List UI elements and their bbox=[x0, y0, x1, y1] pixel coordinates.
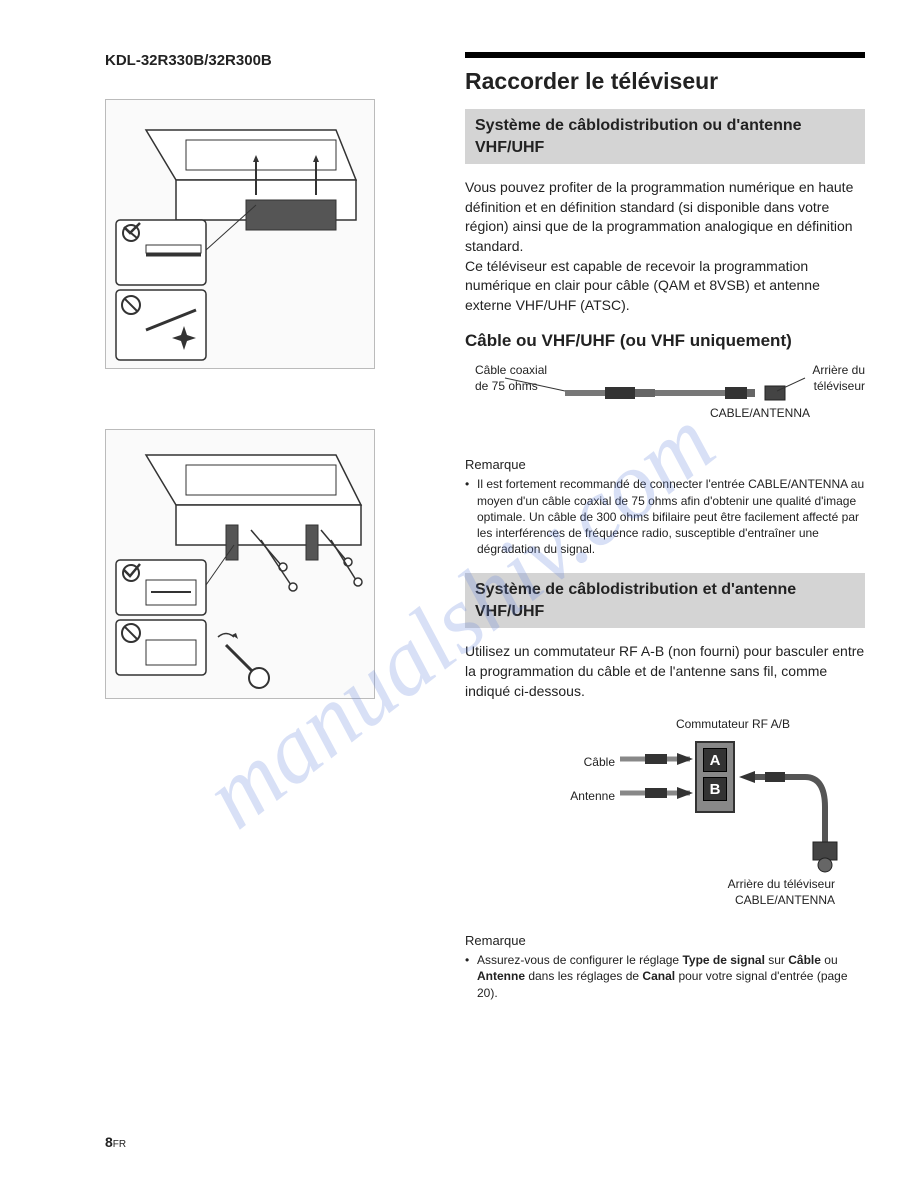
model-number: KDL-32R330B/32R300B bbox=[105, 52, 435, 69]
rf-switch-diagram: Commutateur RF A/B Câble Antenne Arrière… bbox=[465, 717, 865, 917]
section3-paragraph: Utilisez un commutateur RF A-B (non four… bbox=[465, 642, 865, 701]
assembly-diagram-1 bbox=[105, 99, 375, 369]
section2-remarque-text: Il est fortement recommandé de connecter… bbox=[465, 476, 865, 557]
page-container: KDL-32R330B/32R300B bbox=[0, 0, 918, 1057]
section-divider-bar bbox=[465, 52, 865, 58]
section3-remarque-text: Assurez-vous de configurer le réglage Ty… bbox=[465, 952, 865, 1001]
page-number: 8FR bbox=[105, 1134, 126, 1150]
section1-heading-box: Système de câblodistribution ou d'antenn… bbox=[465, 109, 865, 164]
page-number-suffix: FR bbox=[113, 1139, 126, 1150]
page-number-value: 8 bbox=[105, 1134, 113, 1150]
right-column: Raccorder le téléviseur Système de câblo… bbox=[465, 52, 865, 1017]
section3-remarque-label: Remarque bbox=[465, 933, 865, 948]
coaxial-cable-diagram: Câble coaxial de 75 ohms Arrière du télé… bbox=[465, 363, 865, 443]
section2-heading: Câble ou VHF/UHF (ou VHF uniquement) bbox=[465, 331, 865, 351]
section1-paragraph: Vous pouvez profiter de la programmation… bbox=[465, 178, 865, 315]
main-heading: Raccorder le téléviseur bbox=[465, 68, 865, 95]
section3-heading-box: Système de câblodistribution et d'antenn… bbox=[465, 573, 865, 628]
left-column: KDL-32R330B/32R300B bbox=[105, 52, 435, 1017]
assembly-diagram-2 bbox=[105, 429, 375, 699]
section2-remarque-label: Remarque bbox=[465, 457, 865, 472]
